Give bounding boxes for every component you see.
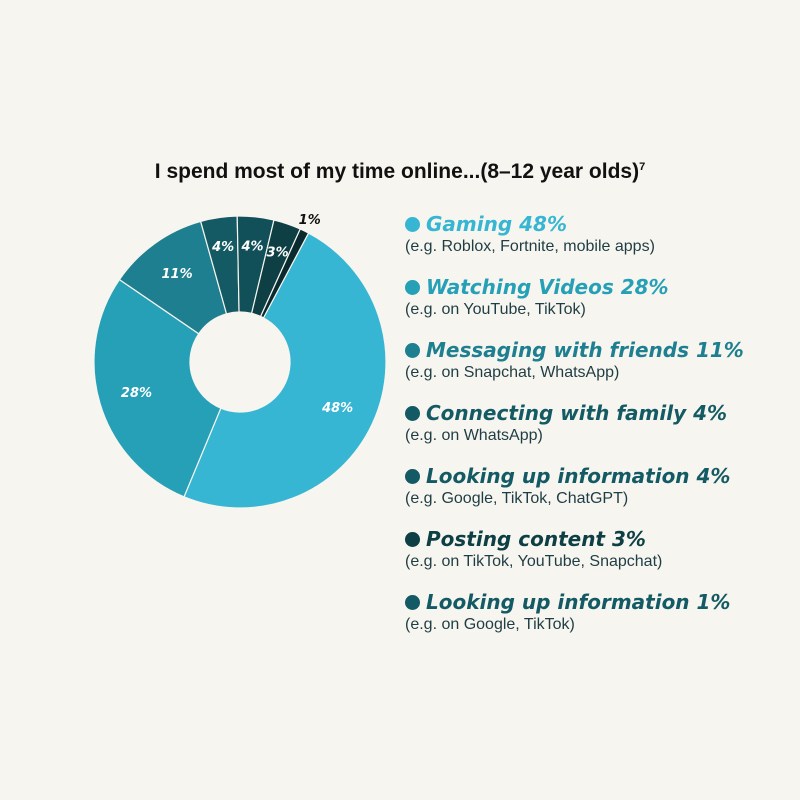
donut-slice bbox=[93, 278, 222, 498]
legend-dot-icon bbox=[405, 343, 420, 358]
legend-title-text: Connecting with family 4% bbox=[426, 401, 728, 425]
slice-label: 11% bbox=[162, 267, 193, 282]
legend-dot-icon bbox=[405, 406, 420, 421]
slice-label: 1% bbox=[299, 213, 321, 228]
legend-title-text: Watching Videos 28% bbox=[426, 275, 669, 299]
legend-title: Watching Videos 28% bbox=[405, 275, 795, 299]
legend-subtext: (e.g. Roblox, Fortnite, mobile apps) bbox=[405, 238, 655, 255]
legend-subtext: (e.g. on WhatsApp) bbox=[405, 427, 543, 444]
legend-dot-icon bbox=[405, 280, 420, 295]
legend-subtext: (e.g. on YouTube, TikTok) bbox=[405, 301, 586, 318]
legend-subtext: (e.g. Google, TikTok, ChatGPT) bbox=[405, 490, 629, 507]
legend: Gaming 48% (e.g. Roblox, Fortnite, mobil… bbox=[405, 212, 795, 653]
legend-title: Messaging with friends 11% bbox=[405, 338, 795, 362]
legend-subtext: (e.g. on TikTok, YouTube, Snapchat) bbox=[405, 553, 663, 570]
donut-chart: 48% 28% 11% 4% 4% 3% 1% bbox=[93, 213, 387, 509]
legend-title: Posting content 3% bbox=[405, 527, 795, 551]
legend-item-messaging: Messaging with friends 11% (e.g. on Snap… bbox=[405, 338, 795, 401]
legend-title: Connecting with family 4% bbox=[405, 401, 795, 425]
legend-dot-icon bbox=[405, 217, 420, 232]
chart-title: I spend most of my time online...(8–12 y… bbox=[0, 160, 800, 184]
legend-title-text: Posting content 3% bbox=[426, 527, 646, 551]
slice-label: 48% bbox=[321, 401, 353, 416]
donut-slice bbox=[183, 232, 387, 509]
legend-title: Gaming 48% bbox=[405, 212, 795, 236]
legend-title: Looking up information 1% bbox=[405, 590, 795, 614]
legend-title-text: Looking up information 1% bbox=[426, 590, 731, 614]
slice-label: 4% bbox=[211, 240, 234, 255]
chart-title-footnote: 7 bbox=[639, 161, 646, 173]
legend-title-text: Looking up information 4% bbox=[426, 464, 731, 488]
legend-item-family: Connecting with family 4% (e.g. on Whats… bbox=[405, 401, 795, 464]
legend-item-lookup-4: Looking up information 4% (e.g. Google, … bbox=[405, 464, 795, 527]
legend-item-posting: Posting content 3% (e.g. on TikTok, YouT… bbox=[405, 527, 795, 590]
slice-label: 28% bbox=[121, 386, 152, 401]
legend-subtext: (e.g. on Google, TikTok) bbox=[405, 616, 575, 633]
donut-slice bbox=[259, 228, 310, 319]
legend-dot-icon bbox=[405, 595, 420, 610]
legend-dot-icon bbox=[405, 469, 420, 484]
legend-item-gaming: Gaming 48% (e.g. Roblox, Fortnite, mobil… bbox=[405, 212, 795, 275]
donut-slice bbox=[118, 220, 228, 335]
chart-title-text: I spend most of my time online...(8–12 y… bbox=[154, 160, 640, 183]
legend-item-videos: Watching Videos 28% (e.g. on YouTube, Ti… bbox=[405, 275, 795, 338]
legend-subtext: (e.g. on Snapchat, WhatsApp) bbox=[405, 364, 620, 381]
slice-label: 3% bbox=[267, 245, 289, 260]
legend-item-lookup-1: Looking up information 1% (e.g. on Googl… bbox=[405, 590, 795, 653]
legend-title: Looking up information 4% bbox=[405, 464, 795, 488]
legend-title-text: Messaging with friends 11% bbox=[426, 338, 744, 362]
legend-title-text: Gaming 48% bbox=[426, 212, 567, 236]
slice-label: 4% bbox=[240, 240, 263, 255]
legend-dot-icon bbox=[405, 532, 420, 547]
